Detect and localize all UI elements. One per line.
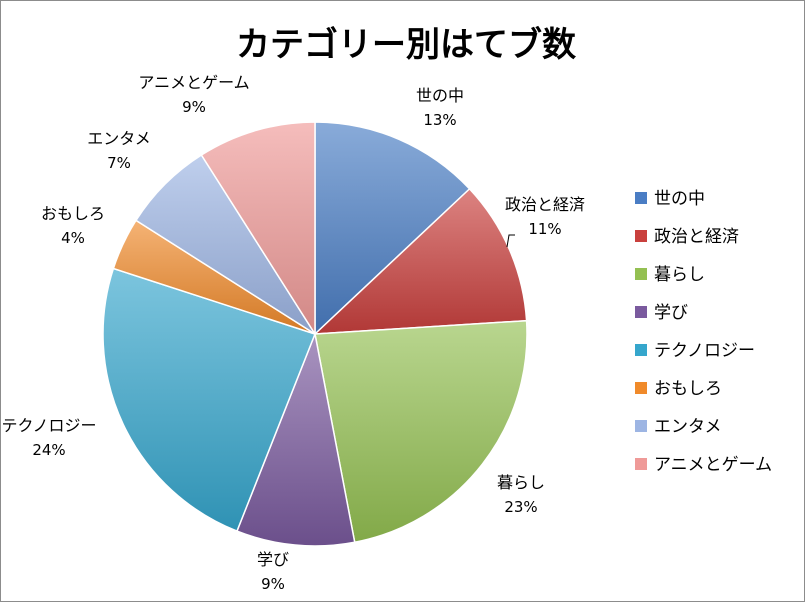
- legend-swatch: [635, 420, 647, 432]
- pie-slice: [200, 121, 316, 337]
- slice-label-percent: 9%: [261, 575, 285, 593]
- slice-label-name: おもしろ: [41, 204, 105, 223]
- slice-label-percent: 13%: [423, 111, 456, 129]
- slice-label-name: アニメとゲーム: [138, 73, 249, 92]
- slice-label-percent: 7%: [107, 154, 131, 172]
- legend-swatch: [635, 382, 647, 394]
- slice-label-percent: 23%: [504, 498, 537, 516]
- legend-swatch: [635, 192, 647, 204]
- legend-swatch: [635, 268, 647, 280]
- pie-slice: [314, 319, 528, 544]
- slice-label-name: 政治と経済: [505, 195, 585, 214]
- pie-slice: [314, 121, 471, 336]
- legend-swatch: [635, 306, 647, 318]
- pie-slice: [235, 331, 356, 547]
- legend-entry-label: 政治と経済: [654, 227, 739, 247]
- slice-label-name: 学び: [257, 550, 289, 569]
- legend-entry-label: テクノロジー: [654, 341, 755, 361]
- legend-swatch: [635, 344, 647, 356]
- chart-title: カテゴリー別はてブ数: [236, 25, 576, 65]
- pie-slices: [102, 121, 528, 547]
- slice-label-name: 暮らし: [497, 473, 545, 492]
- pie-slice: [312, 187, 528, 335]
- legend-entry-label: 学び: [654, 303, 688, 323]
- pie-slice: [102, 267, 316, 533]
- slice-label-percent: 11%: [528, 220, 561, 238]
- slice-label-name: エンタメ: [87, 129, 151, 148]
- slice-label-name: テクノロジー: [1, 416, 96, 435]
- legend-entry-label: 暮らし: [654, 265, 705, 285]
- pie-labels: 世の中 13% 政治と経済 11% 暮らし 23% 学び 9% テクノロジー 24% おもしろ 4% エ…: [1, 73, 585, 593]
- legend-entry-label: エンタメ: [654, 417, 722, 437]
- legend-entry-label: おもしろ: [654, 379, 722, 399]
- legend-swatch: [635, 230, 647, 242]
- slice-label-percent: 4%: [61, 229, 85, 247]
- legend-entry-label: アニメとゲーム: [654, 455, 772, 475]
- slice-label-name: 世の中: [416, 86, 464, 105]
- legend-swatch: [635, 458, 647, 470]
- legend-entry-label: 世の中: [654, 189, 705, 209]
- slice-label-percent: 24%: [32, 441, 65, 459]
- leader-line: [506, 234, 515, 248]
- slice-label-percent: 9%: [182, 98, 206, 116]
